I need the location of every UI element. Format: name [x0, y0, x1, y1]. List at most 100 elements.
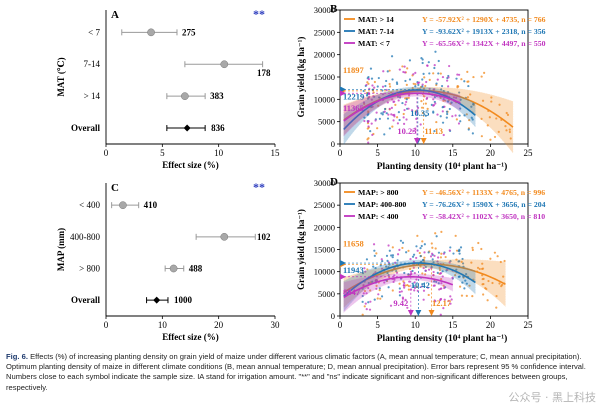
data-point-D [460, 260, 463, 263]
data-point-B [370, 77, 374, 80]
data-point-B [398, 118, 401, 122]
data-point-D [423, 251, 426, 254]
data-point-B [448, 128, 451, 132]
data-point-B [403, 71, 407, 74]
data-point-D [421, 282, 424, 286]
data-point-D [394, 261, 397, 264]
data-point-D [429, 255, 433, 258]
data-point-D [403, 271, 406, 275]
data-point-B [457, 122, 461, 125]
y-axis-label-D: Grain yield (kg ha⁻¹) [296, 209, 306, 290]
data-point-D [502, 275, 505, 278]
y-tick-label-D: 10000 [314, 267, 335, 277]
data-point-B [398, 68, 401, 71]
data-point-B [404, 103, 407, 106]
data-point-B [444, 99, 447, 102]
data-point-D [471, 246, 474, 249]
data-point-D [386, 259, 389, 262]
caption-text: Effects (%) of increasing planting densi… [6, 352, 586, 392]
data-point-D [452, 252, 455, 255]
data-point-D [465, 294, 468, 298]
figure-caption: Fig. 6. Effects (%) of increasing planti… [6, 352, 596, 393]
data-point-D [413, 286, 417, 289]
data-point-D [376, 297, 379, 300]
data-point-B [388, 82, 391, 86]
panel-letter-A: A [111, 9, 119, 21]
legend-name-D: MAP: < 400 [358, 212, 398, 221]
data-point-B [388, 127, 391, 130]
data-point-B [433, 96, 437, 99]
data-point-D [392, 280, 395, 284]
data-point-D [407, 273, 410, 276]
mean-point-A [147, 28, 155, 37]
data-point-D [383, 281, 386, 284]
x-tick-label-D: 20 [486, 320, 496, 330]
data-point-B [407, 96, 410, 99]
optimum-density-label-D: 9.42 [393, 298, 408, 308]
y-tick-label-B: 30000 [314, 5, 335, 15]
data-point-D [470, 261, 473, 264]
data-point-D [363, 305, 366, 308]
data-point-D [375, 287, 378, 290]
data-point-D [400, 290, 403, 293]
data-point-D [407, 249, 410, 252]
data-point-B [363, 119, 366, 123]
data-point-B [467, 84, 470, 88]
data-point-D [416, 234, 419, 237]
legend-name-B: MAT: < 7 [358, 39, 390, 48]
data-point-B [362, 89, 365, 93]
y-tick-label-B: 15000 [314, 72, 335, 82]
data-point-D [433, 254, 436, 257]
data-point-D [442, 307, 445, 310]
data-point-D [448, 249, 451, 252]
data-point-B [459, 120, 462, 123]
caption-label: Fig. 6. [6, 352, 28, 361]
mean-point-C [169, 264, 178, 273]
y-tick-label-D: 30000 [314, 178, 335, 188]
data-point-B [369, 67, 373, 70]
data-point-D [387, 274, 390, 277]
data-point-B [456, 73, 459, 76]
data-point-B [363, 116, 366, 119]
data-point-D [380, 295, 384, 298]
data-point-D [391, 256, 394, 259]
data-point-D [461, 262, 465, 265]
data-point-B [469, 93, 472, 96]
data-point-D [361, 313, 364, 316]
data-point-D [432, 274, 435, 277]
data-point-D [419, 247, 422, 250]
data-point-B [455, 96, 458, 99]
data-point-B [472, 103, 475, 106]
x-tick-label-C: 0 [104, 320, 109, 330]
data-point-B [374, 119, 377, 122]
legend-equation-D: Y = -58.42X² + 1102X + 3650, n = 810 [422, 212, 545, 221]
data-point-D [424, 265, 427, 269]
panel-letter-D: D [330, 176, 338, 188]
data-point-D [427, 268, 431, 271]
data-point-B [446, 112, 449, 116]
legend-equation-B: Y = -57.92X² + 1290X + 4735, n = 766 [422, 15, 546, 24]
data-point-B [467, 80, 470, 83]
data-point-B [402, 112, 405, 116]
data-point-B [437, 59, 440, 63]
data-point-B [376, 127, 379, 130]
confidence-band-D [343, 259, 506, 308]
data-point-B [395, 116, 399, 119]
data-point-D [423, 256, 426, 259]
data-point-B [508, 128, 511, 131]
data-point-D [413, 271, 416, 275]
data-point-D [438, 288, 441, 291]
data-point-B [470, 105, 473, 108]
data-point-D [378, 287, 381, 290]
data-point-D [386, 271, 389, 275]
data-point-D [498, 282, 501, 285]
data-point-D [485, 287, 488, 291]
data-point-B [481, 99, 485, 102]
data-point-B [509, 137, 512, 140]
data-point-D [419, 254, 422, 258]
data-point-B [368, 93, 371, 96]
data-point-B [459, 98, 462, 101]
data-point-B [390, 91, 393, 94]
data-point-D [460, 294, 464, 297]
data-point-D [413, 289, 416, 292]
